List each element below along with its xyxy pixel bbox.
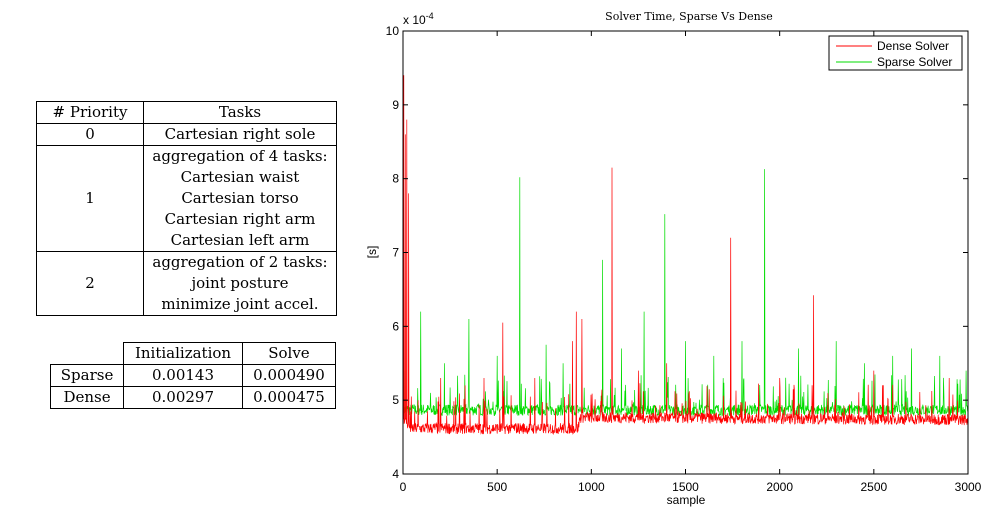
- y-tick-label: 10: [386, 24, 400, 38]
- y-axis-label: [s]: [365, 246, 379, 259]
- init-value: 0.00297: [123, 386, 243, 409]
- row-label: Dense: [49, 386, 125, 409]
- solve-header: Solve: [241, 342, 337, 365]
- initialization-header: Initialization: [123, 342, 243, 365]
- y-tick-label: 7: [392, 246, 399, 260]
- x-tick-label: 1500: [672, 480, 699, 494]
- priority-cell: 1: [36, 145, 144, 252]
- task-line: joint posture: [191, 274, 289, 292]
- solve-value: 0.000490: [241, 364, 337, 387]
- x-tick-label: 0: [400, 480, 407, 494]
- series-line-sparse: [402, 169, 969, 417]
- y-tick-label: 5: [392, 393, 399, 407]
- y-multiplier-base: x 10: [403, 13, 426, 27]
- task-line: Cartesian left arm: [170, 231, 310, 249]
- task-line: aggregation of 4 tasks:: [152, 147, 328, 165]
- y-tick-label: 6: [392, 319, 399, 333]
- legend-label-dense: Dense Solver: [877, 39, 949, 53]
- task-line: Cartesian waist: [180, 168, 300, 186]
- task-line: Cartesian right sole: [164, 125, 316, 143]
- legend-box: [828, 35, 963, 71]
- x-tick-label: 2000: [766, 480, 793, 494]
- y-multiplier: x 10-4: [403, 11, 434, 27]
- x-axis-label: sample: [667, 493, 706, 507]
- task-line: Cartesian right arm: [164, 210, 316, 228]
- axes: 0 500 1000 1500 2000 2500 3000 4 5 6 7 8 9 10: [386, 24, 982, 494]
- x-tick-label: 3000: [955, 480, 982, 494]
- priority-table: # Priority Tasks 0 Cartesian right sole …: [36, 101, 337, 316]
- y-multiplier-exp: -4: [426, 11, 434, 21]
- x-tick-label: 1000: [578, 480, 605, 494]
- plot-area: [402, 75, 969, 435]
- solve-value: 0.000475: [241, 386, 337, 409]
- x-tick-label: 500: [487, 480, 507, 494]
- legend-label-sparse: Sparse Solver: [877, 55, 952, 69]
- priority-header: # Priority: [36, 101, 144, 124]
- series-line-dense: [402, 75, 969, 435]
- legend: Dense Solver Sparse Solver: [828, 35, 963, 71]
- x-tick-label: 2500: [860, 480, 887, 494]
- init-value: 0.00143: [123, 364, 243, 387]
- chart-title: Solver Time, Sparse Vs Dense: [605, 10, 773, 23]
- task-line: minimize joint accel.: [161, 295, 319, 313]
- task-line: aggregation of 2 tasks:: [152, 253, 328, 271]
- y-tick-label: 4: [392, 467, 399, 481]
- priority-cell: 2: [36, 251, 144, 316]
- y-tick-label: 9: [392, 98, 399, 112]
- task-line: Cartesian torso: [181, 189, 299, 207]
- timing-table: Initialization Solve Sparse 0.00143 0.00…: [49, 342, 337, 409]
- y-tick-label: 8: [392, 172, 399, 186]
- tasks-cell: aggregation of 2 tasks: joint posture mi…: [143, 251, 337, 316]
